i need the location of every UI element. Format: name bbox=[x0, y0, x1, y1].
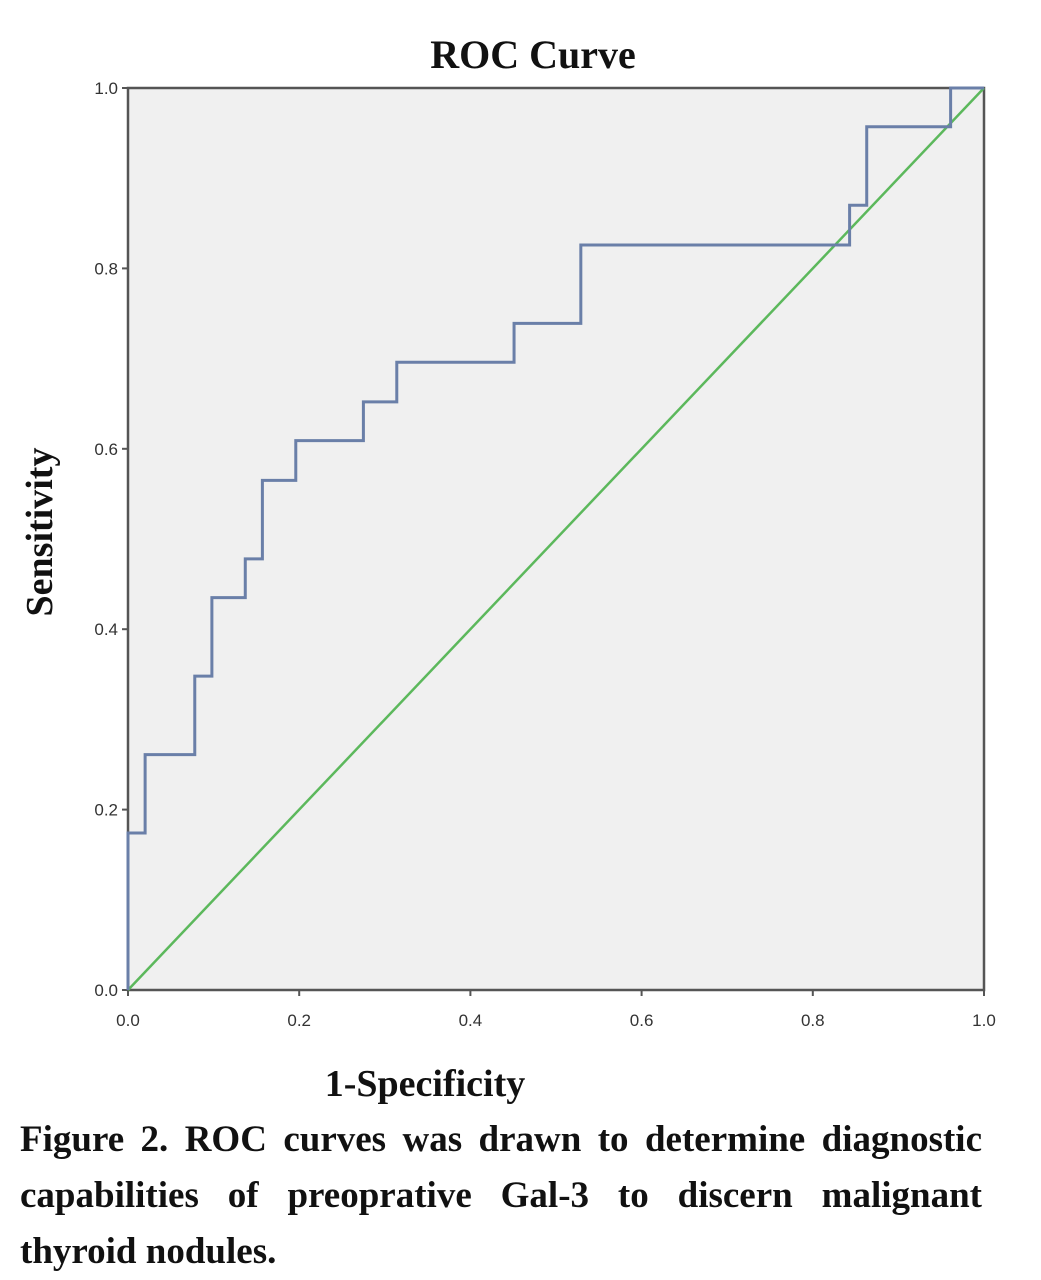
x-tick-label: 0.8 bbox=[801, 1011, 825, 1030]
chart-title: ROC Curve bbox=[430, 32, 636, 77]
reference-diagonal-line bbox=[127, 87, 985, 991]
x-tick-label: 0.0 bbox=[116, 1011, 140, 1030]
x-tick-label: 1.0 bbox=[972, 1011, 996, 1030]
y-tick-label: 0.0 bbox=[94, 981, 118, 1000]
series-lines bbox=[126, 86, 985, 991]
y-tick-label: 0.8 bbox=[94, 259, 118, 278]
roc-chart: ROC Curve 0.0 0.2 0.4 0.6 0.8 1.0 0.0 0.2 0.4 0.6… bbox=[19, 32, 996, 1105]
figure-caption: Figure 2. ROC curves was drawn to determ… bbox=[20, 1119, 982, 1272]
roc-curve-line bbox=[126, 86, 984, 990]
y-tick-label: 0.4 bbox=[94, 620, 118, 639]
y-tick-label: 0.2 bbox=[94, 801, 118, 820]
x-tick-label: 0.6 bbox=[630, 1011, 654, 1030]
y-tick-label: 1.0 bbox=[94, 79, 118, 98]
x-axis-title: 1-Specificity bbox=[325, 1063, 526, 1105]
x-tick-label: 0.4 bbox=[459, 1011, 483, 1030]
x-tick-label: 0.2 bbox=[287, 1011, 311, 1030]
axis-ticks: 0.0 0.2 0.4 0.6 0.8 1.0 0.0 0.2 0.4 0.6 0.8 1.0 bbox=[94, 79, 995, 1030]
y-tick-label: 0.6 bbox=[94, 440, 118, 459]
y-axis-title: Sensitivity bbox=[19, 448, 61, 617]
